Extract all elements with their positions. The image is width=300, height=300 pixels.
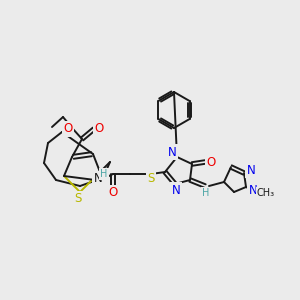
- Text: N: N: [247, 164, 255, 176]
- Text: O: O: [206, 155, 216, 169]
- Text: N: N: [168, 146, 176, 158]
- Text: H: H: [202, 188, 210, 198]
- Text: N: N: [172, 184, 180, 196]
- Text: N: N: [249, 184, 257, 197]
- Text: S: S: [147, 172, 155, 185]
- Text: O: O: [108, 187, 118, 200]
- Text: H: H: [100, 169, 108, 179]
- Text: CH₃: CH₃: [257, 188, 275, 198]
- Text: N: N: [94, 172, 102, 185]
- Text: O: O: [63, 122, 73, 136]
- Text: O: O: [94, 122, 103, 136]
- Text: S: S: [74, 193, 82, 206]
